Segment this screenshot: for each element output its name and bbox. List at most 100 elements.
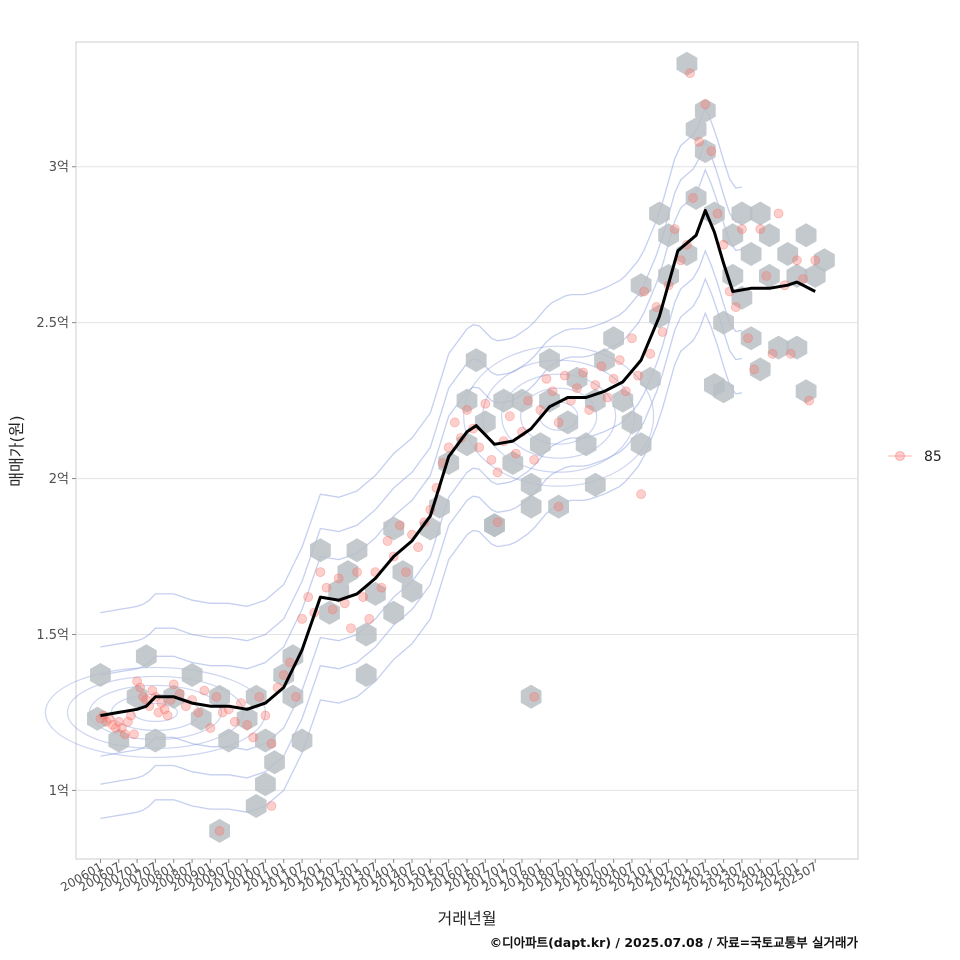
data-point bbox=[107, 720, 118, 730]
data-point bbox=[113, 716, 124, 727]
data-point bbox=[156, 698, 167, 708]
data-point bbox=[657, 327, 668, 337]
hexbin bbox=[603, 326, 624, 351]
hexbin bbox=[87, 706, 108, 731]
hexbin bbox=[465, 348, 487, 373]
data-point bbox=[639, 286, 650, 297]
hexbin bbox=[520, 494, 542, 519]
data-point bbox=[694, 136, 705, 147]
hexbin bbox=[786, 335, 808, 360]
data-point bbox=[254, 691, 265, 702]
data-point bbox=[297, 613, 307, 624]
hexbin bbox=[273, 663, 295, 687]
density-contour bbox=[100, 249, 743, 757]
hexbin bbox=[731, 201, 753, 226]
hexbin bbox=[548, 494, 569, 519]
hexbin bbox=[126, 684, 148, 709]
data-point bbox=[327, 604, 338, 615]
hexbin bbox=[511, 388, 533, 413]
density-contour bbox=[100, 105, 743, 614]
hexbin bbox=[255, 772, 276, 797]
data-point bbox=[147, 685, 158, 696]
hexbin bbox=[649, 201, 670, 226]
data-point bbox=[126, 710, 136, 721]
hexbin bbox=[584, 472, 606, 497]
data-point bbox=[602, 392, 613, 403]
data-point bbox=[541, 373, 552, 384]
hexbin bbox=[740, 242, 762, 266]
y-axis-title: 매매가(원) bbox=[7, 415, 26, 486]
data-point bbox=[712, 208, 723, 219]
trend-line bbox=[100, 208, 816, 718]
hexbin bbox=[493, 388, 514, 413]
data-point bbox=[382, 536, 393, 546]
data-point bbox=[229, 716, 240, 727]
data-point bbox=[761, 270, 772, 281]
data-point bbox=[529, 691, 540, 702]
data-point bbox=[480, 398, 491, 409]
hexbin bbox=[713, 379, 734, 404]
hexbin bbox=[740, 326, 762, 351]
density-contour bbox=[100, 311, 743, 820]
data-point bbox=[449, 417, 460, 428]
data-point bbox=[627, 333, 637, 344]
legend-key-point bbox=[895, 451, 905, 461]
data-point bbox=[211, 691, 222, 702]
hexbin bbox=[209, 684, 230, 709]
density-contour-ring bbox=[463, 345, 655, 487]
data-point bbox=[608, 373, 619, 384]
data-point bbox=[168, 679, 179, 690]
hexbin bbox=[749, 357, 771, 382]
data-point bbox=[743, 333, 753, 344]
hexbin bbox=[520, 472, 542, 497]
scatter-points bbox=[95, 68, 821, 836]
hexbin bbox=[190, 706, 212, 731]
chart-caption: ©디아파트(dapt.kr) / 2025.07.08 / 자료=국토교통부 실… bbox=[490, 935, 859, 950]
hexbin bbox=[630, 273, 652, 298]
hexbin bbox=[749, 201, 771, 226]
hexbin bbox=[264, 750, 285, 775]
data-point bbox=[358, 592, 369, 602]
y-tick-label: 3억 bbox=[49, 160, 69, 175]
data-point bbox=[596, 361, 607, 372]
data-point bbox=[376, 582, 387, 593]
hexbin bbox=[795, 223, 817, 248]
data-point bbox=[510, 448, 521, 459]
data-point bbox=[706, 146, 717, 157]
data-point bbox=[291, 691, 301, 702]
hexbin bbox=[90, 663, 111, 687]
data-point bbox=[578, 367, 588, 378]
data-point bbox=[153, 707, 164, 718]
data-point bbox=[401, 567, 411, 578]
data-point bbox=[590, 380, 601, 390]
data-point bbox=[675, 255, 686, 266]
data-point bbox=[730, 302, 741, 312]
data-point bbox=[266, 738, 277, 749]
hexbin bbox=[236, 706, 258, 731]
data-point bbox=[614, 355, 625, 365]
data-point bbox=[553, 417, 564, 428]
data-point bbox=[553, 501, 564, 512]
data-point bbox=[636, 489, 647, 500]
data-point bbox=[413, 542, 424, 553]
density-contour-ring bbox=[132, 702, 179, 723]
hexbin bbox=[218, 728, 240, 753]
hexbin bbox=[539, 348, 560, 373]
hexbin bbox=[759, 263, 780, 288]
hexbin bbox=[502, 451, 524, 475]
hexbin bbox=[795, 379, 817, 404]
hexbin bbox=[401, 578, 423, 603]
data-point bbox=[785, 348, 796, 359]
data-point bbox=[260, 710, 271, 721]
hexbin bbox=[209, 818, 230, 843]
data-point bbox=[737, 224, 747, 234]
data-point bbox=[810, 255, 821, 266]
data-point bbox=[755, 224, 766, 234]
data-point bbox=[804, 395, 815, 406]
hexbin bbox=[630, 432, 652, 457]
data-point bbox=[138, 691, 149, 702]
data-point bbox=[492, 517, 503, 528]
hexbin bbox=[639, 366, 661, 391]
hexbin bbox=[621, 410, 643, 435]
data-point bbox=[242, 720, 252, 730]
